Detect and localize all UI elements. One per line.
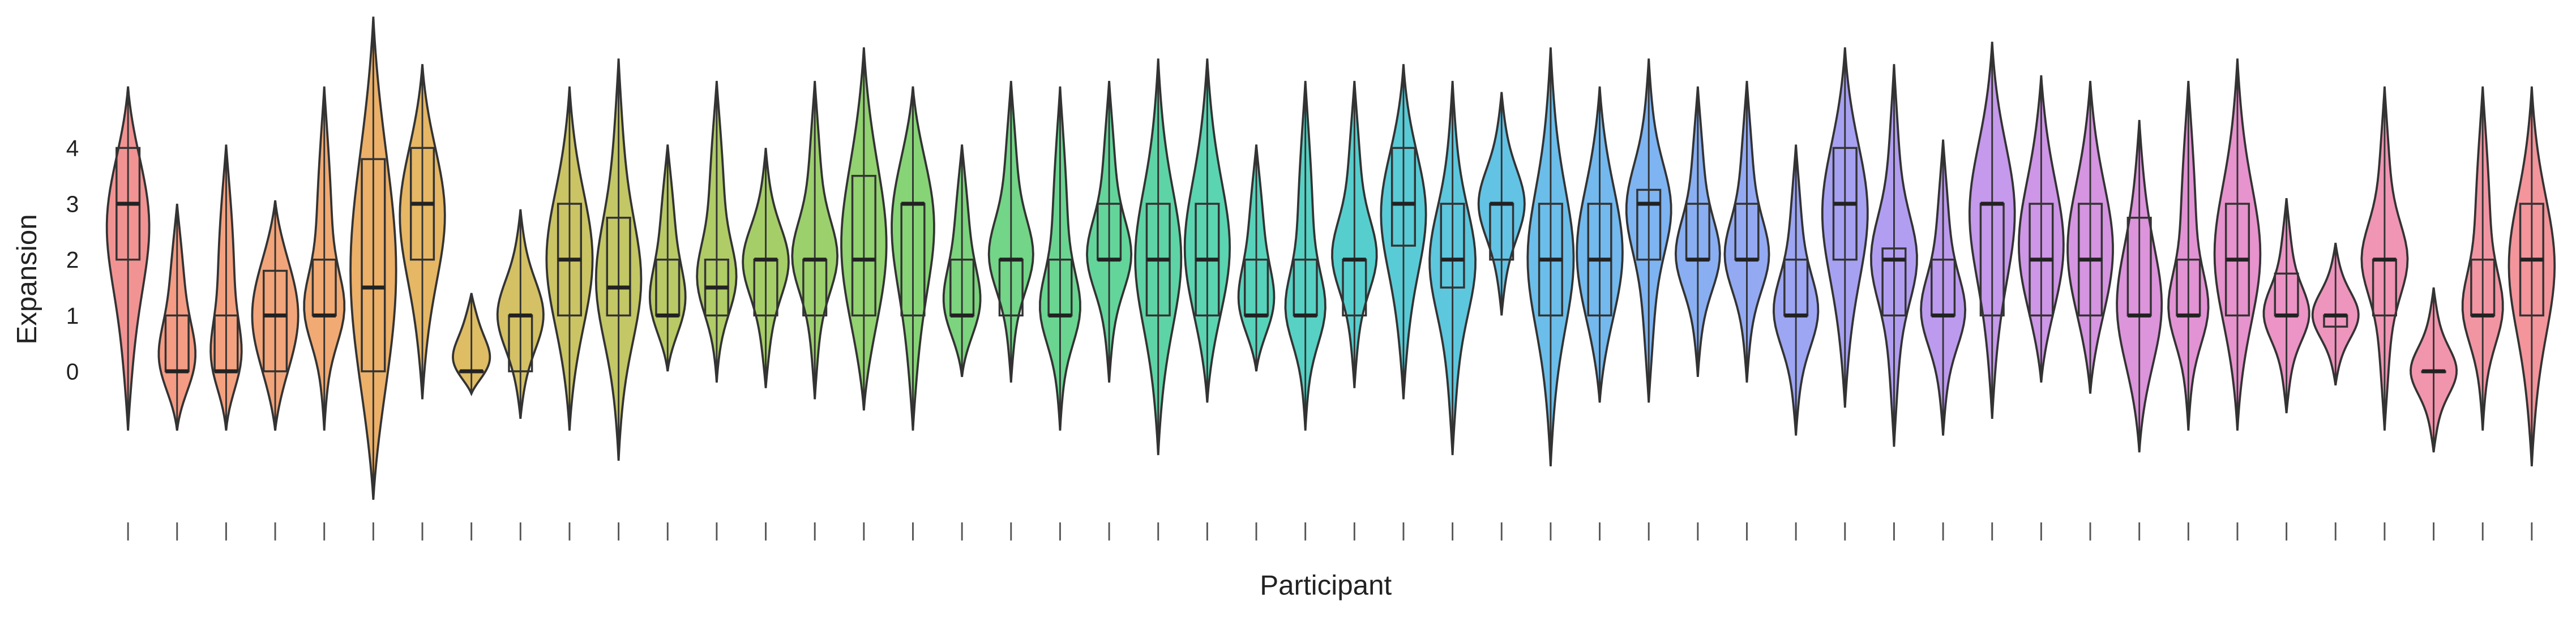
y-axis-label: Expansion	[11, 214, 42, 344]
y-tick-label: 1	[66, 303, 79, 329]
box	[1636, 188, 1662, 261]
box	[263, 269, 288, 372]
x-axis-label: Participant	[1260, 570, 1392, 601]
box	[1440, 203, 1465, 289]
box	[1881, 247, 1907, 317]
y-tick-label: 2	[66, 247, 79, 273]
box	[361, 158, 386, 372]
y-tick-label: 3	[66, 191, 79, 217]
y-tick-label: 0	[66, 359, 79, 385]
box	[606, 216, 631, 317]
y-tick-label: 4	[66, 135, 79, 161]
box	[851, 174, 876, 317]
box	[1390, 147, 1417, 247]
